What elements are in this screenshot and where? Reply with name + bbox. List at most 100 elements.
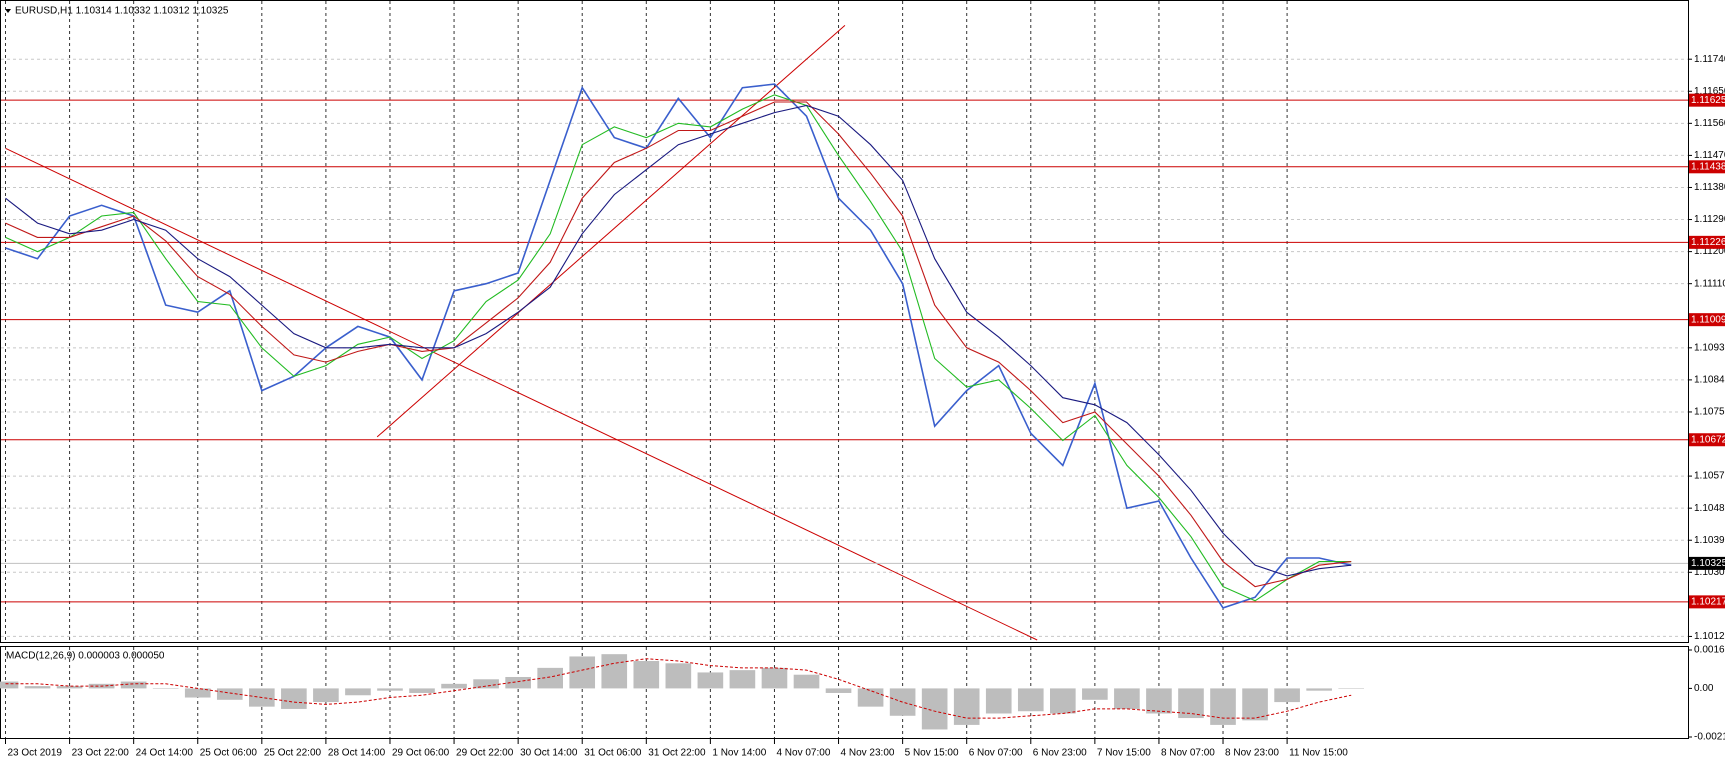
y-tick-label: 1.11380 <box>1694 182 1725 193</box>
macd-bar <box>889 688 916 716</box>
y-tick-label: 1.11740 <box>1694 54 1725 65</box>
macd-bar <box>665 663 692 689</box>
y-tick-label: 1.10840 <box>1694 375 1725 386</box>
y-tick-label: 1.11290 <box>1694 214 1725 225</box>
y-tick-label: 1.11560 <box>1694 118 1725 129</box>
y-tick-label: 1.10930 <box>1694 342 1725 353</box>
macd-bar <box>953 688 980 725</box>
x-tick-label: 28 Oct 14:00 <box>328 748 386 759</box>
macd-bar <box>24 686 51 689</box>
macd-bar <box>761 667 788 689</box>
x-tick-label: 25 Oct 22:00 <box>264 748 322 759</box>
macd-bar <box>633 661 660 689</box>
x-tick-label: 4 Nov 07:00 <box>776 748 830 759</box>
macd-bar <box>56 686 83 689</box>
trendline <box>376 24 846 438</box>
y-tick-label: 1.11200 <box>1694 246 1725 257</box>
macd-bar <box>825 688 852 693</box>
macd-bar <box>1178 688 1204 719</box>
macd-bar <box>793 674 820 689</box>
macd-bar <box>505 676 531 689</box>
x-tick-label: 29 Oct 22:00 <box>456 748 514 759</box>
y-tick-label: 1.10750 <box>1694 407 1725 418</box>
current-price-bg <box>1689 556 1725 570</box>
level-label-bg <box>1689 93 1725 107</box>
y-tick-label: 1.10480 <box>1694 503 1725 514</box>
x-tick-label: 11 Nov 15:00 <box>1289 748 1348 759</box>
x-tick-label: 5 Nov 15:00 <box>905 748 959 759</box>
level-label-bg <box>1689 313 1725 327</box>
x-tick-label: 23 Oct 22:00 <box>72 748 130 759</box>
menu-arrow[interactable] <box>5 9 11 13</box>
y-tick-label: 1.10390 <box>1694 535 1725 546</box>
main-panel <box>0 0 1689 643</box>
y-tick-label: 1.11470 <box>1694 150 1725 161</box>
macd-bar <box>729 670 756 689</box>
macd-bar <box>1306 688 1332 691</box>
level-label-bg <box>1689 595 1725 609</box>
level-label: 1.11438 <box>1691 161 1725 172</box>
x-tick-label: 8 Nov 23:00 <box>1225 748 1279 759</box>
level-label: 1.11625 <box>1691 95 1725 106</box>
macd-bar <box>985 688 1012 714</box>
macd-bar <box>152 688 179 689</box>
price-line <box>5 83 1352 609</box>
level-label: 1.11226 <box>1691 237 1725 248</box>
macd-bar <box>345 688 371 696</box>
moving-average <box>5 94 1352 602</box>
chart-title: EURUSD,H1 1.10314 1.10332 1.10312 1.1032… <box>15 6 229 17</box>
macd-bar <box>184 688 211 698</box>
macd-bar <box>120 681 147 689</box>
x-tick-label: 31 Oct 06:00 <box>584 748 642 759</box>
level-label-bg <box>1689 160 1725 174</box>
level-label-bg <box>1689 235 1725 249</box>
y-tick-label: 1.11650 <box>1694 86 1725 97</box>
x-tick-label: 8 Nov 07:00 <box>1161 748 1215 759</box>
macd-bar <box>1338 688 1364 689</box>
macd-bar <box>313 688 339 703</box>
y-tick-label: 0.00 <box>1694 683 1714 694</box>
macd-bar <box>409 688 435 693</box>
x-tick-label: 6 Nov 23:00 <box>1033 748 1087 759</box>
macd-bar <box>473 679 499 689</box>
macd-title: MACD(12,26,9) 0.000003 0.000050 <box>6 651 165 662</box>
current-price-label: 1.10325 <box>1691 558 1725 569</box>
x-tick-label: 7 Nov 15:00 <box>1097 748 1151 759</box>
x-tick-label: 25 Oct 06:00 <box>200 748 258 759</box>
macd-bar <box>1017 688 1044 712</box>
y-tick-label: 0.001683 <box>1694 645 1725 656</box>
x-tick-label: 31 Oct 22:00 <box>648 748 706 759</box>
level-label: 1.10672 <box>1691 434 1725 445</box>
moving-average <box>5 104 1352 577</box>
signal-line <box>5 658 1352 719</box>
level-label: 1.11009 <box>1691 314 1725 325</box>
x-tick-label: 1 Nov 14:00 <box>712 748 766 759</box>
macd-bar <box>537 667 563 689</box>
macd-bar <box>377 688 403 691</box>
macd-bar <box>1146 688 1172 714</box>
level-label: 1.10217 <box>1691 597 1725 608</box>
y-tick-label: 1.11110 <box>1694 278 1725 289</box>
y-tick-label: 1.10300 <box>1694 567 1725 578</box>
x-tick-label: 30 Oct 14:00 <box>520 748 578 759</box>
macd-bar <box>1274 688 1300 703</box>
y-tick-label: -0.00213 <box>1694 732 1725 743</box>
x-tick-label: 6 Nov 07:00 <box>969 748 1023 759</box>
macd-bar <box>281 688 307 709</box>
y-tick-label: 1.10570 <box>1694 471 1725 482</box>
macd-bar <box>1114 688 1140 709</box>
x-tick-label: 24 Oct 14:00 <box>136 748 194 759</box>
moving-average <box>5 101 1352 588</box>
macd-bar <box>697 672 724 689</box>
macd-bar <box>1210 688 1236 725</box>
level-label-bg <box>1689 433 1725 447</box>
macd-bar <box>0 681 19 689</box>
macd-bar <box>857 688 884 707</box>
macd-bar <box>441 683 467 689</box>
macd-bar <box>1050 688 1076 714</box>
x-tick-label: 29 Oct 06:00 <box>392 748 450 759</box>
macd-bar <box>601 654 628 689</box>
